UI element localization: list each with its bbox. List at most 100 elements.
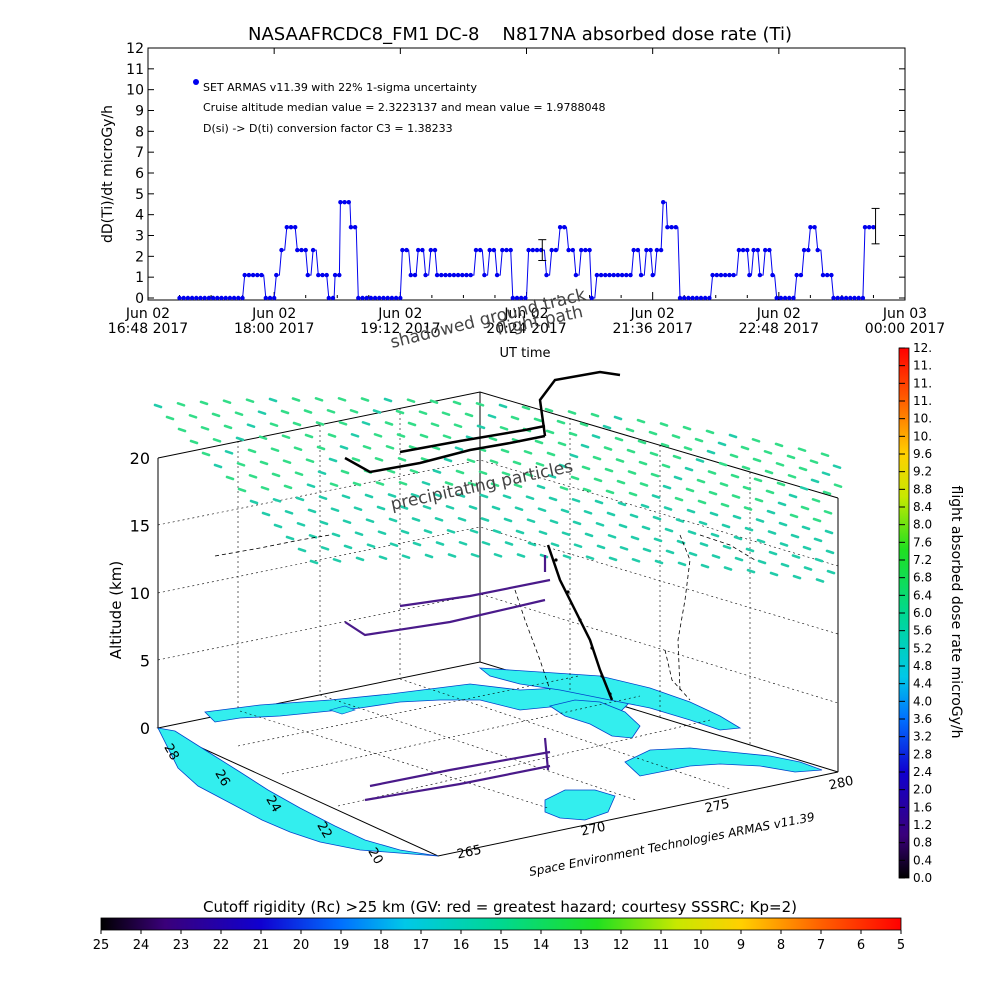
particle-mark [491, 505, 501, 511]
particle-mark [373, 432, 383, 438]
x-tick-label-time: 21:36 2017 [612, 321, 692, 337]
particle-mark [568, 431, 578, 437]
particle-mark [721, 523, 731, 529]
land-cuba [624, 747, 823, 777]
data-point [718, 272, 724, 278]
particle-mark [524, 472, 534, 478]
data-point [510, 295, 515, 301]
particle-mark [245, 398, 255, 404]
data-point [669, 225, 674, 230]
colorbar-tick-label: 12. [913, 341, 932, 355]
data-point [839, 295, 845, 301]
particle-mark [304, 433, 314, 439]
latitude-tick-labels: 20 22 24 26 28 [160, 741, 385, 867]
particle-mark [222, 399, 232, 405]
particle-mark [732, 514, 742, 520]
particle-mark [734, 556, 744, 562]
particle-mark [534, 439, 544, 445]
particle-mark [259, 460, 269, 466]
particle-mark [792, 574, 802, 580]
colorbar-tick-label: 8.8 [913, 482, 932, 496]
data-point [871, 225, 876, 230]
particle-mark [504, 541, 514, 546]
particle-mark [546, 451, 556, 457]
data-point [288, 225, 294, 230]
altitude-tick-label: 10 [130, 584, 150, 603]
particle-mark [270, 447, 280, 453]
particle-mark [654, 559, 664, 565]
data-point [677, 295, 683, 301]
data-point [473, 247, 479, 253]
dose-rate-colorbar-ticks: 0.0 0.4 0.8 1.2 1.6 2.0 2.4 2.8 3.2 3.6 4.0 4.4 4.8 5… [899, 341, 932, 885]
particle-mark [545, 429, 555, 435]
latitude-tick-label: 22 [313, 819, 334, 841]
particle-mark [665, 549, 675, 555]
data-point [763, 247, 768, 253]
data-point [829, 272, 834, 278]
particle-mark [411, 517, 421, 522]
data-point [346, 200, 351, 205]
particle-mark [247, 448, 257, 454]
colorbar-tick-label: 19 [333, 938, 350, 953]
particle-mark [614, 436, 624, 442]
colorbar-tick-label: 3.6 [913, 712, 932, 726]
particle-mark [637, 439, 647, 445]
dose-rate-colorbar: 0.0 0.4 0.8 1.2 1.6 2.0 2.4 2.8 3.2 3.6 4.0 4.4 4.8 5… [898, 341, 964, 885]
data-point [710, 272, 715, 278]
particle-mark [375, 481, 385, 486]
cutoff-rigidity-colorbar-ticks: 25 24 23 22 21 20 19 18 17 16 15 14 13 12 11 10 9 8 7 6 5 [93, 930, 905, 953]
particle-mark [258, 435, 268, 441]
particle-mark [165, 415, 175, 421]
particle-mark [397, 456, 407, 462]
colorbar-tick-label: 11. [913, 376, 932, 390]
particle-mark [314, 396, 324, 402]
colorbar-tick-label: 0.8 [913, 836, 932, 850]
particle-mark [395, 409, 405, 415]
particle-mark [501, 471, 511, 477]
particle-mark [424, 553, 434, 559]
particle-mark [445, 504, 455, 510]
particle-mark [176, 401, 186, 407]
particle-mark [629, 513, 639, 519]
data-point [491, 247, 497, 253]
particle-mark [746, 568, 756, 574]
colorbar-tick-label: 4.0 [913, 694, 932, 708]
particle-mark [688, 551, 698, 557]
particle-mark [778, 521, 788, 527]
data-point [631, 247, 636, 253]
data-point [583, 247, 588, 253]
particle-mark [636, 418, 646, 424]
y-tick-label: 1 [135, 270, 144, 286]
data-point [665, 225, 670, 230]
particle-mark [292, 421, 302, 427]
y-tick-label: 2 [135, 249, 144, 265]
particle-mark [803, 566, 813, 571]
colorbar-tick-label: 25 [93, 938, 110, 953]
data-point [305, 272, 310, 278]
particle-mark [372, 409, 382, 414]
data-point [464, 272, 469, 278]
colorbar-tick-label: 10 [693, 938, 710, 953]
particle-mark [548, 496, 558, 502]
particle-mark [454, 446, 464, 452]
particle-mark [798, 466, 808, 472]
colorbar-tick-label: 15 [493, 938, 510, 953]
y-tick-label: 12 [126, 41, 144, 57]
particle-mark [492, 529, 502, 534]
data-point [460, 272, 465, 278]
particle-mark [422, 504, 432, 510]
particle-mark [583, 509, 593, 515]
particle-mark [525, 495, 535, 501]
particle-mark [201, 451, 211, 457]
wall-grid [157, 408, 839, 745]
data-point [428, 247, 433, 253]
particle-mark [349, 408, 359, 414]
data-point [494, 272, 500, 278]
particle-mark [516, 553, 526, 558]
particle-mark [535, 461, 545, 467]
data-point [439, 272, 444, 278]
colorbar-tick-label: 7.2 [913, 553, 932, 567]
particle-mark [296, 521, 306, 527]
particle-mark [821, 471, 831, 477]
data-point [648, 247, 653, 253]
